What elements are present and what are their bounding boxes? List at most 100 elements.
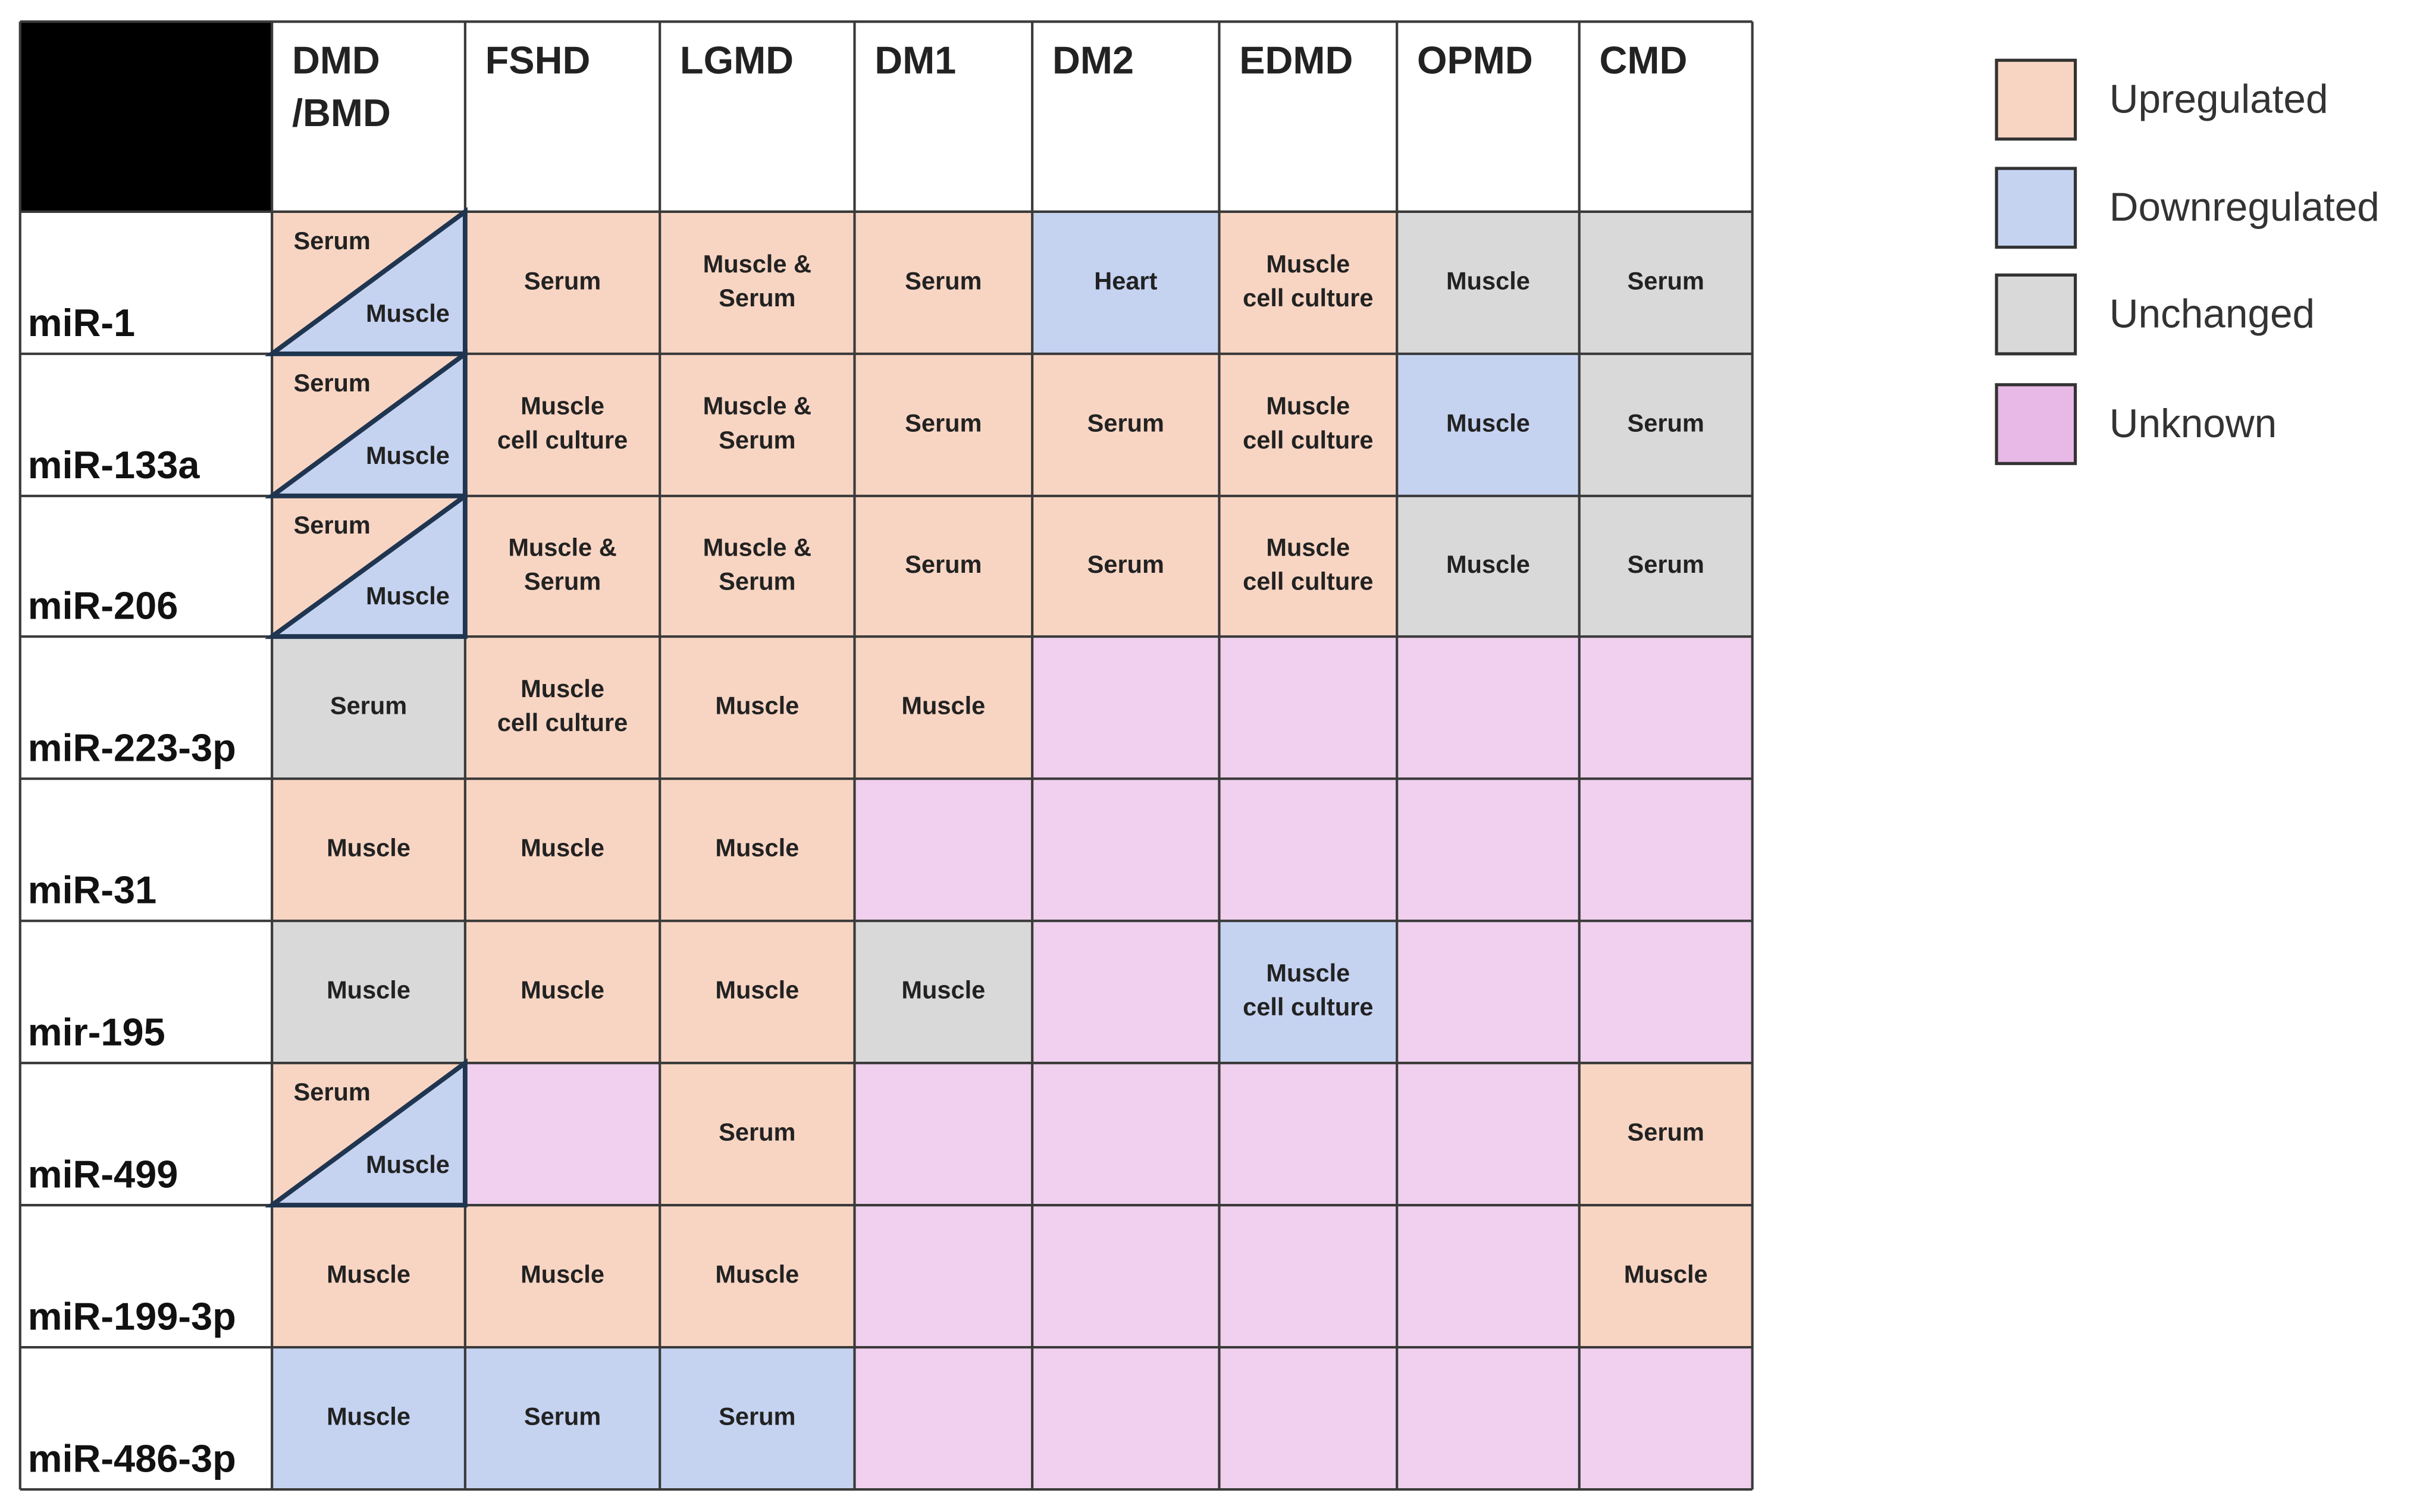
cell [1219,1063,1397,1206]
corner-cell [20,21,272,212]
cell [1032,636,1220,779]
cell [1579,921,1753,1064]
cell-text: Muscle [521,392,604,420]
split-border [265,491,468,639]
cell-text: Serum [905,266,982,294]
cell [1397,495,1579,637]
cell [660,779,855,921]
cell [1032,1063,1220,1206]
cell-text: Muscle [715,692,799,720]
cell-text: Serum [905,409,982,437]
cell-text: Muscle [1446,409,1530,437]
cell [1579,779,1753,921]
cell-text: Muscle [521,976,604,1004]
cell-text: Serum [719,426,795,454]
cell-text: Muscle [1446,266,1530,294]
column-header: LGMD [680,39,794,82]
cell-text: Serum [719,284,795,312]
row-label: miR-133a [28,443,200,487]
row-label: miR-1 [28,301,135,344]
cell [854,495,1033,637]
cell-text: Serum [1628,409,1704,437]
cell-text: Muscle [715,1260,799,1288]
cell-text: Serum [1628,550,1704,578]
cell-text: Serum [294,227,371,255]
cell [1032,353,1220,496]
cell [1219,779,1397,921]
cell-text: Muscle [366,299,450,327]
legend-label: Unknown [2109,401,2277,446]
cell [1579,1063,1753,1206]
cell [660,636,855,779]
cell [465,921,660,1064]
column-header: OPMD [1417,39,1533,82]
cell [1397,636,1579,779]
cell [1219,921,1397,1064]
cell-text: cell culture [497,426,628,454]
legend-label: Unchanged [2109,291,2315,336]
cell [1032,1347,1220,1490]
cell [272,1205,465,1348]
cell [854,1205,1033,1348]
cell-text: Serum [294,369,371,397]
cell [1579,1347,1753,1490]
cell [1579,211,1753,354]
cell [272,1347,465,1490]
cell-text: Muscle [1266,392,1350,420]
cell [272,636,465,779]
cell [465,353,660,496]
cell-text: Muscle [327,1403,410,1431]
cell-text: Serum [1087,409,1164,437]
cell [1397,353,1579,496]
cell [465,1063,660,1206]
cell-text: cell culture [1243,567,1373,595]
cell-text: Serum [524,567,601,595]
cell [1032,211,1220,354]
cell-text: cell culture [497,708,628,736]
cell-text: Muscle & [703,533,811,561]
cell [1579,495,1753,637]
column-header: /BMD [292,91,391,134]
cell [660,1205,855,1348]
cell-text: Muscle [521,1260,604,1288]
cell [854,636,1033,779]
cell-text: Muscle [1624,1260,1708,1288]
cell [1032,921,1220,1064]
cell-text: Muscle & [703,392,811,420]
cell [465,211,660,354]
cell-text: Muscle & [508,533,616,561]
cell-text: Muscle [715,834,799,862]
column-header: DMD [292,39,380,82]
cell [1032,1205,1220,1348]
cell [854,353,1033,496]
cell [854,1063,1033,1206]
cell-text: Muscle [715,976,799,1004]
cell [1219,1205,1397,1348]
cell [1579,353,1753,496]
cell-text: Muscle [901,976,985,1004]
cell-text: Muscle [366,441,450,469]
row-label: miR-499 [28,1153,178,1196]
column-header: CMD [1599,39,1687,82]
cell [660,1347,855,1490]
cell [1397,1063,1579,1206]
cell [1397,1347,1579,1490]
cell-text: Muscle [1266,533,1350,561]
cell [465,779,660,921]
cell-text: Muscle [1266,959,1350,987]
cell-text: Muscle [521,834,604,862]
cell [272,779,465,921]
cell-text: Heart [1094,266,1157,294]
row-label: miR-223-3p [28,726,236,770]
cell [1219,636,1397,779]
cell-text: Muscle [327,834,410,862]
cell [465,1205,660,1348]
split-border [265,1058,468,1208]
cell [1219,353,1397,496]
cell [1579,636,1753,779]
row-label: miR-199-3p [28,1294,236,1338]
cell [1579,1205,1753,1348]
cell [660,211,855,354]
